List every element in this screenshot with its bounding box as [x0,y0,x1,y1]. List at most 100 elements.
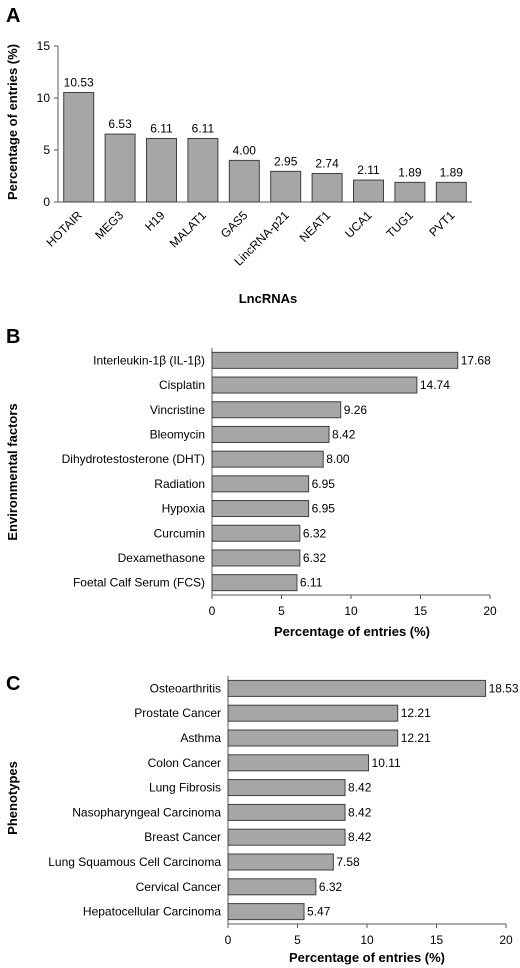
panel-a-category-label: NEAT1 [297,208,334,245]
panel-b-bar [211,549,301,567]
panel-c-bar [227,828,346,846]
panel-a-value-label: 10.53 [64,75,94,89]
panel-c-value-label: 12.21 [401,706,431,720]
panel-a-bar [394,181,426,203]
panel-a-category-label: H19 [142,208,168,234]
panel-c-bar [227,754,370,772]
panel-c-category-label: Lung Fibrosis [149,781,221,795]
panel-c-bar [227,878,317,896]
panel-b-x-tick-label: 0 [209,604,216,618]
panel-b-category-label: Bleomycin [150,427,205,441]
panel-b-y-axis-title: Environmental factors [5,403,20,540]
panel-b-category-label: Dexamethasone [118,551,206,565]
panel-b-category-label: Hypoxia [162,502,206,516]
panel-a-bar [63,91,95,203]
panel-b-category-label: Foetal Calf Serum (FCS) [73,576,205,590]
panel-c-bar [227,903,305,921]
panel-c-bar [227,679,487,697]
panel-b-value-label: 6.32 [303,526,327,540]
panel-b-bar [211,401,342,419]
panel-c-bar [227,779,346,797]
panel-c-x-tick-label: 5 [294,933,301,947]
panel-a-category-label: GAS5 [218,208,251,241]
panel-c-chart: C 0 5 10 15 20 18.5312.2112.2110.118.428.428… [5,673,519,965]
panel-a-chart: A 0 5 10 15 10.53 6.53 6.11 6.11 4.00 2.95 2.74 2.… [5,5,472,306]
panel-c-x-tick-label: 0 [225,933,232,947]
panel-c-category-label: Nasopharyngeal Carcinoma [72,805,221,819]
panel-b-x-axis-title: Percentage of entries (%) [274,624,430,639]
panel-a-value-label: 2.11 [357,163,380,177]
panel-b-category-label: Vincristine [150,403,205,417]
panel-a-bar [270,170,302,203]
panel-a-bar [104,133,136,203]
panel-c-category-label: Breast Cancer [144,830,221,844]
panel-b-category-label: Curcumin [154,526,205,540]
panel-a-value-label: 6.11 [150,121,173,135]
panel-c-category-label: Hepatocellular Carcinoma [83,905,221,919]
panel-b-bar [211,500,310,518]
panel-a-value-label: 1.89 [398,165,422,179]
panel-b-bar [211,376,418,394]
panel-a-value-label: 2.74 [315,157,339,171]
panel-b-value-label: 14.74 [420,378,450,392]
panel-c-value-label: 5.47 [307,905,331,919]
panel-b-value-label: 6.11 [300,576,323,590]
panel-a-y-tick-label: 10 [37,91,51,105]
panel-a-y-axis-title: Percentage of entries (%) [5,44,20,200]
panel-a-y-tick-label: 15 [37,39,51,53]
panel-b-chart: B 0 5 10 15 20 17.68 14.74 9.26 8.42 8.00 6.95 6.9… [5,326,497,639]
panel-a-category-label: TUG1 [383,208,416,241]
panel-c-value-label: 18.53 [489,681,519,695]
panel-a-category-label: MALAT1 [167,208,210,251]
panel-b-x-tick-label: 5 [278,604,285,618]
panel-a-bar [353,179,384,203]
panel-b-bar [211,425,330,443]
panel-b-category-label: Cisplatin [159,378,205,392]
panel-c-x-axis-title: Percentage of entries (%) [289,950,445,965]
panel-c-category-label: Lung Squamous Cell Carcinoma [48,855,221,869]
panel-b-x-tick-label: 20 [483,604,497,618]
panel-a-value-label: 6.11 [192,121,215,135]
panel-b-letter: B [6,326,20,348]
panel-c-x-tick-label: 20 [499,933,513,947]
panel-c-x-tick-label: 15 [430,933,444,947]
panel-c-bar [227,704,399,722]
panel-c-value-label: 7.58 [336,855,360,869]
panel-b-category-label: Interleukin-1β (IL-1β) [93,353,205,367]
panel-a-y-tick-label: 0 [43,195,50,209]
panel-c-value-label: 10.11 [372,756,401,770]
panel-a-category-label: PVT1 [426,208,457,239]
panel-a-value-label: 1.89 [440,165,464,179]
panel-c-value-label: 12.21 [401,731,431,745]
panel-b-x-tick-label: 10 [344,604,358,618]
panel-c-bar [227,729,399,747]
panel-a-x-axis-title: LncRNAs [239,291,298,306]
panel-c-value-label: 8.42 [348,805,372,819]
panel-c-category-label: Osteoarthritis [150,681,221,695]
panel-b-bar [211,450,324,468]
panel-c-letter: C [6,673,20,695]
panel-b-bar [211,574,298,592]
panel-c-value-label: 8.42 [348,830,372,844]
panel-c-value-label: 6.32 [319,880,343,894]
panel-a-category-label: MEG3 [92,208,126,242]
panel-b-x-tick-label: 15 [414,604,428,618]
panel-c-bar [227,803,346,821]
panel-c-category-label: Prostate Cancer [134,706,221,720]
panel-c-category-label: Colon Cancer [148,756,221,770]
panel-c-x-tick-label: 10 [360,933,374,947]
panel-b-value-label: 17.68 [461,353,491,367]
panel-a-bar [146,137,177,203]
panel-c-category-label: Cervical Cancer [136,880,221,894]
panel-c-bar [227,853,334,871]
panel-b-bar [211,351,459,369]
panel-c-value-label: 8.42 [348,781,372,795]
panel-a-bar [187,137,219,203]
panel-a-bar [435,181,467,203]
panel-b-bar [211,475,310,493]
panel-b-value-label: 6.95 [312,477,336,491]
panel-c-y-axis-title: Phenotypes [5,761,20,835]
panel-a-category-label: HOTAIR [43,208,85,250]
panel-b-value-label: 8.00 [326,452,350,466]
